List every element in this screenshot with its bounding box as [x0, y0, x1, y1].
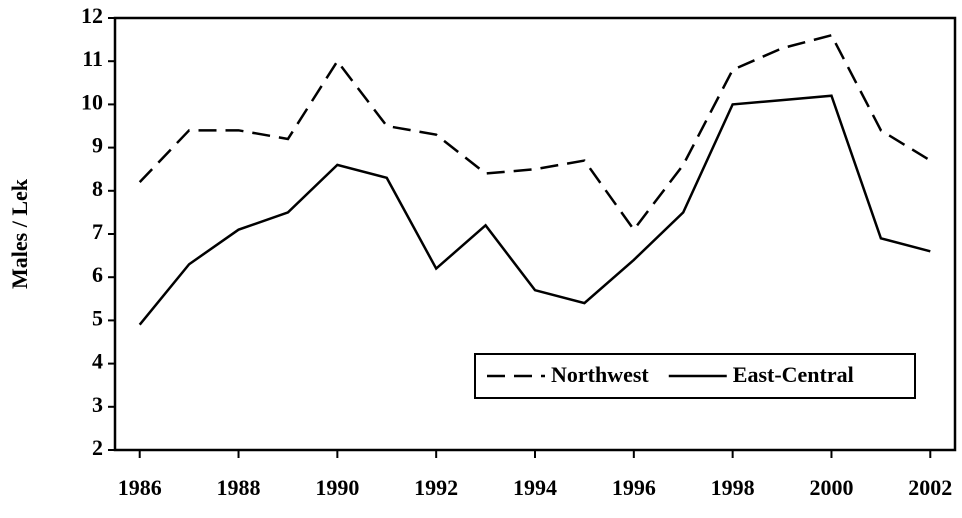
y-tick-label: 11 — [82, 46, 103, 71]
legend-label: East-Central — [733, 362, 854, 387]
y-tick-label: 10 — [81, 89, 103, 114]
x-tick-label: 1996 — [612, 475, 656, 500]
y-tick-label: 2 — [92, 435, 103, 460]
y-tick-label: 9 — [92, 133, 103, 158]
y-tick-label: 3 — [92, 392, 103, 417]
y-axis-label: Males / Lek — [7, 178, 32, 289]
y-tick-label: 7 — [92, 219, 103, 244]
y-tick-label: 8 — [92, 176, 103, 201]
x-tick-label: 1988 — [217, 475, 261, 500]
x-tick-label: 1992 — [414, 475, 458, 500]
y-tick-label: 12 — [81, 3, 103, 28]
x-tick-label: 1986 — [118, 475, 162, 500]
x-tick-label: 1994 — [513, 475, 557, 500]
x-tick-label: 1990 — [315, 475, 359, 500]
y-tick-label: 4 — [92, 349, 103, 374]
x-tick-label: 1998 — [711, 475, 755, 500]
y-tick-label: 6 — [92, 262, 103, 287]
series-line — [138, 33, 931, 232]
series-line — [138, 94, 931, 326]
legend-label: Northwest — [551, 362, 649, 387]
y-tick-label: 5 — [92, 305, 103, 330]
x-tick-label: 2002 — [908, 475, 952, 500]
x-tick-label: 2000 — [809, 475, 853, 500]
